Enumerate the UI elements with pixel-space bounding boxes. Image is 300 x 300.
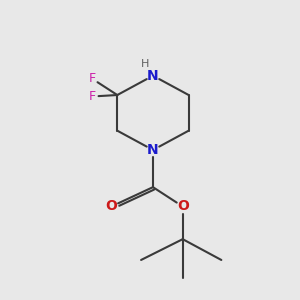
Text: F: F [88,90,96,103]
Text: O: O [105,200,117,214]
Text: N: N [147,143,159,157]
Text: H: H [140,59,149,69]
Text: F: F [88,72,96,85]
Text: N: N [147,69,159,83]
Text: O: O [177,200,189,214]
